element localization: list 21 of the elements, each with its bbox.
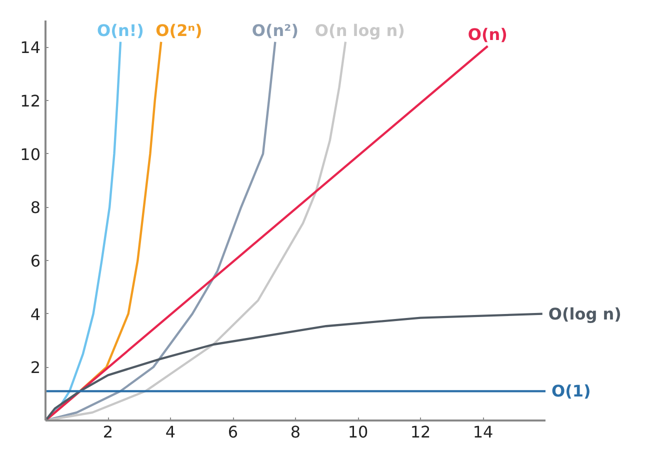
y-tick-label: 14	[20, 38, 40, 58]
x-tick-label: 8	[290, 422, 301, 442]
series-label: O(n)	[468, 25, 508, 44]
y-tick-label: 12	[20, 92, 40, 110]
series-label: O(1)	[552, 382, 591, 401]
x-tick-label: 4	[165, 422, 176, 442]
y-tick-label: 4	[30, 304, 41, 324]
x-tick-label: 14	[472, 422, 494, 442]
series-label: O(log n)	[548, 304, 622, 324]
x-tick-label: 2	[102, 422, 114, 442]
x-tick-label: 10	[348, 422, 368, 442]
y-tick-label: 2	[30, 358, 41, 378]
y-tick-label: 8	[30, 198, 41, 218]
y-tick-label: 6	[30, 252, 41, 270]
series-label: O(n!)	[97, 20, 144, 40]
series-label: O(n²)	[252, 20, 298, 40]
y-tick-label: 10	[20, 144, 40, 164]
x-tick-label: 6	[228, 422, 238, 442]
line-series	[46, 40, 347, 420]
x-tick-label: 12	[410, 422, 431, 442]
series-label: O(2ⁿ)	[156, 20, 202, 40]
